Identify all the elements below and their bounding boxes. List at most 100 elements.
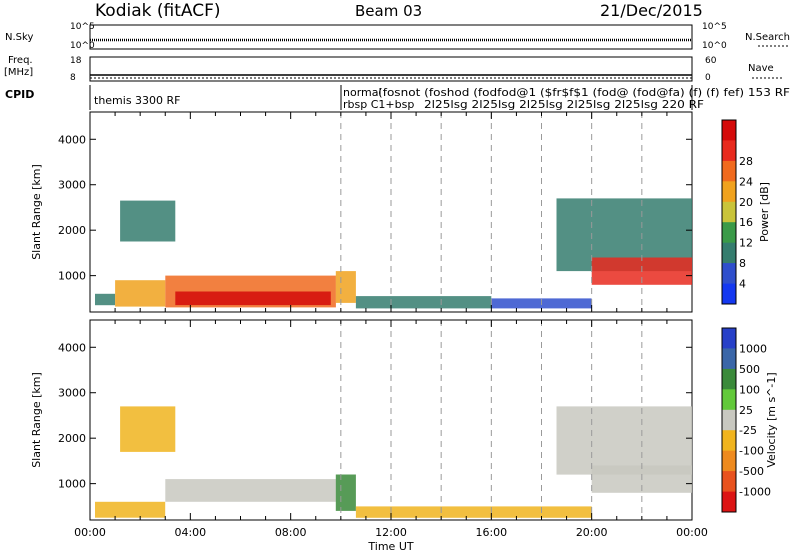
velocity-colorbar-tick: -100 [739,445,764,458]
velocity-region [120,406,176,452]
power-colorbar-tick: 20 [739,196,753,209]
velocity-colorbar-tick: -500 [739,465,764,478]
nsearch-tick-bottom: 10^0 [702,41,727,51]
velocity-colorbar-segment [722,348,736,370]
nave-tick-top: 60 [705,56,717,66]
power-colorbar-tick: 28 [739,155,753,168]
cpid-first: themis 3300 RF [94,94,181,107]
freq-label: Freq. [8,55,33,66]
velocity-y-ticks: 1000 2000 3000 4000 [58,341,692,491]
freq-unit-label: [MHz] [4,67,33,78]
velocity-colorbar-segment [722,491,736,513]
power-colorbar-segment [722,140,736,162]
velocity-colorbar-segment [722,409,736,431]
x-tick-label: 08:00 [275,526,307,539]
power-region [175,291,331,306]
velocity-colorbar-tick: -25 [739,424,757,437]
velocity-colorbar-segment [722,368,736,390]
velocity-colorbar-segment [722,450,736,472]
power-region [95,293,116,306]
power-data-regions [95,198,692,309]
power-region [120,200,176,242]
x-tick-label: 04:00 [174,526,206,539]
nsky-label: N.Sky [5,32,33,43]
frequency-panel: Freq. [MHz] Nave 18 8 60 0 [4,55,782,83]
power-ytick-label: 2000 [58,224,86,237]
x-tick-label: 20:00 [576,526,608,539]
velocity-region [335,474,356,511]
power-colorbar-segment [722,222,736,244]
power-colorbar-label: Power [dB] [758,182,771,242]
power-panel: 1000 2000 3000 4000 Slant Range [km] 4 8 12 16… [30,111,771,313]
x-axis-labels: 00:00 04:00 08:00 12:00 16:00 20:00 00:00 [74,526,708,539]
cpid-label: CPID [5,88,34,101]
velocity-colorbar-tick: 100 [739,383,760,396]
station-title: Kodiak (fitACF) [95,1,221,21]
x-tick-label: 12:00 [375,526,407,539]
power-region [355,296,492,309]
velocity-region [355,506,592,518]
velocity-colorbar-label: Velocity [m s^-1] [765,372,778,467]
velocity-x-ticks [89,320,693,520]
cpid-second-line1: normal [343,86,382,99]
power-colorbar-segment [722,120,736,141]
power-colorbar-segment [722,263,736,284]
x-tick-label: 00:00 [74,526,106,539]
power-region [115,280,166,307]
power-schedule-markers [340,112,643,312]
velocity-colorbar-segment [722,328,736,349]
freq-tick-top: 18 [70,56,82,66]
velocity-ytick-label: 3000 [58,387,86,400]
nave-label: Nave [748,63,774,74]
velocity-y-axis-label: Slant Range [km] [30,372,43,468]
velocity-colorbar-segment [722,389,736,411]
velocity-panel: 1000 2000 3000 4000 Slant Range [km] 1000 50… [30,319,778,521]
power-ytick-label: 4000 [58,133,86,146]
power-y-axis-label: Slant Range [km] [30,164,43,260]
nsky-tick-bottom: 10^0 [70,41,95,51]
velocity-colorbar-segment [722,471,736,492]
nsearch-tick-top: 10^5 [702,22,727,32]
velocity-data-regions [95,406,692,518]
x-tick-label: 00:00 [676,526,708,539]
power-ytick-label: 3000 [58,179,86,192]
velocity-region [165,479,336,502]
velocity-region [95,501,166,518]
velocity-colorbar-tick: 1000 [739,342,767,355]
date-title: 21/Dec/2015 [600,1,703,20]
power-colorbar-tick: 4 [739,278,746,291]
power-colorbar-frame [721,119,737,305]
power-ytick-label: 1000 [58,270,86,283]
power-colorbar-segment [722,160,736,182]
noise-panel: N.Sky N.Search 10^5 10^0 10^5 10^0 [5,22,790,51]
velocity-colorbar-frame [721,327,737,513]
x-axis-label: Time UT [367,540,413,553]
velocity-colorbar-tick: 25 [739,404,753,417]
cpid-overlap-text: (fosnot (foshod (fodfod@1 ($fr$f$1 (fod@… [378,86,790,99]
nsearch-label: N.Search [745,32,790,43]
power-colorbar-segment [722,201,736,223]
nsky-tick-top: 10^5 [70,22,95,32]
x-tick-label: 16:00 [475,526,507,539]
velocity-colorbar-segment [722,430,736,452]
power-colorbar-segment [722,283,736,305]
cpid-second-line2: rbsp C1+bsp [343,98,414,111]
nave-tick-bottom: 0 [705,73,711,83]
velocity-colorbar-tick: -1000 [739,486,771,499]
velocity-colorbar: 1000 500 100 25 -25 -100 -500 -1000 [721,327,771,513]
power-colorbar-segment [722,181,736,203]
power-colorbar-tick: 16 [739,216,753,229]
power-x-ticks [89,112,693,312]
beam-title: Beam 03 [355,2,422,20]
power-region [335,271,356,303]
cpid-panel: CPID themis 3300 RF normal rbsp C1+bsp (… [5,85,790,111]
cpid-overlap-text-2: 2l25lsg 2l25lsg 2l25lsg 2l25lsg 2l25lsg … [424,98,704,111]
power-colorbar-segment [722,242,736,264]
velocity-ytick-label: 1000 [58,478,86,491]
power-colorbar-tick: 24 [739,175,753,188]
power-colorbar-tick: 8 [739,257,746,270]
velocity-ytick-label: 4000 [58,341,86,354]
velocity-region [556,406,692,475]
velocity-ytick-label: 2000 [58,432,86,445]
